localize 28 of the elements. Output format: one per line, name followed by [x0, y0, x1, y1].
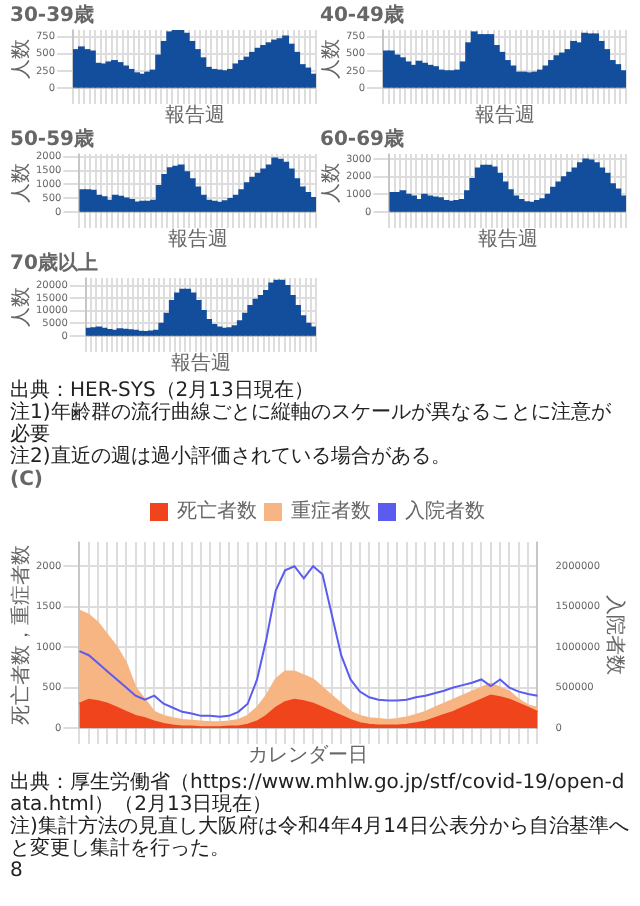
y2-axis-title: 入院者数 — [602, 595, 627, 675]
text: 注2)直近の週は過小評価されている場合がある。 — [10, 446, 453, 468]
chart-title: 30-39歳 — [10, 3, 94, 28]
legend-label: 入院者数 — [405, 499, 485, 524]
source-note: 出典：厚生労働省（https://www.mhlw.go.jp/stf/covid-19/open-data.html）（2月13日現在） — [10, 772, 627, 816]
y-axis-title: 人数 — [321, 163, 344, 203]
legend-label: 死亡者数 — [177, 499, 257, 524]
chart-title: 40-49歳 — [320, 3, 404, 28]
chart-title: 70歳以上 — [10, 251, 98, 276]
text: 注)集計方法の見直し大阪府は令和4年4月14日公表分から自治基準へと変更し集計を行った。 — [10, 816, 630, 860]
legend-label: 重症者数 — [291, 499, 371, 524]
x-axis-title: 報告週 — [167, 227, 228, 252]
text: 8 — [10, 860, 25, 882]
text: 注1)年齢群の流行曲線ごとに縦軸のスケールが異なることに注意が必要 — [10, 402, 613, 446]
y-axis-title: 死亡者数，重症者数 — [9, 545, 34, 725]
chart-title: 50-59歳 — [10, 127, 94, 152]
x-axis-title: 報告週 — [164, 103, 225, 128]
y-axis-title: 人数 — [321, 39, 344, 79]
x-axis-title: 報告週 — [474, 103, 535, 128]
chart-title: 60-69歳 — [320, 127, 404, 152]
chart-title: (C) — [10, 469, 43, 492]
y-axis-title: 人数 — [11, 163, 34, 203]
x-axis-title: 報告週 — [170, 351, 231, 376]
x-axis-title: 報告週 — [477, 227, 538, 252]
source-note: 出典：HER-SYS（2月13日現在） — [10, 380, 316, 402]
x-axis-title: カレンダー日 — [248, 743, 369, 768]
y-axis-title: 人数 — [11, 39, 34, 79]
y-axis-title: 人数 — [11, 287, 34, 327]
